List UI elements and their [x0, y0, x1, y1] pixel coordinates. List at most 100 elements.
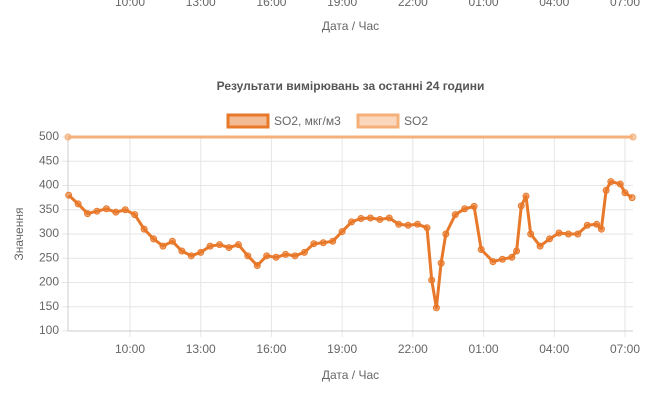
- data-point: [583, 221, 591, 229]
- x-tick-label: 19:00: [327, 342, 357, 356]
- x-tick-label: 19:00: [327, 0, 357, 9]
- data-point: [508, 253, 516, 261]
- data-point: [140, 225, 148, 233]
- data-point: [593, 220, 601, 228]
- data-point: [564, 230, 572, 238]
- data-point: [121, 206, 129, 214]
- data-point: [310, 240, 318, 248]
- data-point: [216, 241, 224, 249]
- legend-item: SO2: [356, 113, 428, 129]
- y-tick-label: 250: [39, 250, 59, 264]
- data-point: [555, 229, 563, 237]
- data-point: [404, 221, 412, 229]
- data-point: [234, 241, 242, 249]
- data-point: [621, 189, 629, 197]
- data-point: [131, 211, 139, 219]
- chart-title: Результати вимірювань за останні 24 годи…: [217, 79, 485, 93]
- data-point: [442, 230, 450, 238]
- x-tick-label: 16:00: [256, 342, 286, 356]
- data-point: [366, 214, 374, 222]
- legend-item: SO2, мкг/м3: [226, 113, 341, 129]
- y-tick-label: 150: [39, 299, 59, 313]
- data-point: [513, 247, 521, 255]
- y-axis-title: Значення: [12, 208, 26, 261]
- data-point: [395, 220, 403, 228]
- data-point: [477, 246, 485, 254]
- data-point: [65, 191, 73, 199]
- data-point: [385, 214, 393, 222]
- data-point: [253, 262, 261, 270]
- x-tick-label: 01:00: [469, 0, 499, 9]
- data-point: [470, 202, 478, 210]
- y-tick-label: 350: [39, 202, 59, 216]
- data-point: [574, 230, 582, 238]
- data-point: [150, 235, 158, 243]
- x-tick-label: 22:00: [398, 342, 428, 356]
- data-point: [178, 247, 186, 255]
- x-tick-label: 22:00: [398, 0, 428, 9]
- x-tick-label: 16:00: [256, 0, 286, 9]
- data-point: [225, 244, 233, 252]
- data-point: [602, 186, 610, 194]
- data-point: [102, 205, 110, 213]
- data-point: [423, 224, 431, 232]
- data-point: [628, 194, 636, 202]
- x-axis-title: Дата / Час: [322, 368, 379, 382]
- data-point: [93, 207, 101, 215]
- data-point: [546, 235, 554, 243]
- x-tick-label: 07:00: [610, 342, 640, 356]
- data-point: [197, 248, 205, 256]
- legend-swatch: [226, 113, 270, 129]
- data-point: [629, 133, 637, 141]
- data-point: [348, 218, 356, 226]
- data-point: [84, 210, 92, 218]
- data-point: [300, 248, 308, 256]
- x-tick-label: 13:00: [186, 342, 216, 356]
- data-point: [432, 304, 440, 312]
- x-tick-label: 10:00: [115, 342, 145, 356]
- y-tick-label: 200: [39, 275, 59, 289]
- y-tick-label: 450: [39, 153, 59, 167]
- y-tick-label: 400: [39, 178, 59, 192]
- data-point: [357, 214, 365, 222]
- data-point: [498, 255, 506, 263]
- data-point: [597, 225, 605, 233]
- legend-label: SO2: [404, 114, 428, 128]
- data-point: [282, 250, 290, 258]
- x-axis-title: Дата / Час: [322, 19, 379, 33]
- x-tick-label: 07:00: [610, 0, 640, 9]
- data-point: [187, 252, 195, 260]
- data-point: [272, 253, 280, 261]
- data-point: [338, 228, 346, 236]
- x-tick-label: 01:00: [469, 342, 499, 356]
- data-point: [263, 252, 271, 260]
- data-point: [536, 242, 544, 250]
- data-point: [451, 211, 459, 219]
- x-tick-label: 10:00: [115, 0, 145, 9]
- data-point: [489, 258, 497, 266]
- data-point: [437, 259, 445, 267]
- data-point: [517, 202, 525, 210]
- data-point: [607, 178, 615, 186]
- x-tick-label: 04:00: [539, 342, 569, 356]
- data-point: [291, 252, 299, 260]
- data-point: [319, 239, 327, 247]
- data-point: [527, 230, 535, 238]
- y-tick-label: 500: [39, 129, 59, 143]
- data-point: [168, 237, 176, 245]
- data-point: [461, 205, 469, 213]
- y-tick-label: 100: [39, 323, 59, 337]
- legend-swatch: [356, 113, 400, 129]
- x-tick-label: 13:00: [186, 0, 216, 9]
- legend-label: SO2, мкг/м3: [274, 114, 341, 128]
- data-point: [329, 237, 337, 245]
- data-point: [428, 276, 436, 284]
- data-point: [414, 220, 422, 228]
- series-line: [67, 180, 633, 310]
- data-point: [244, 252, 252, 260]
- data-point: [112, 208, 120, 216]
- data-point: [64, 133, 72, 141]
- data-point: [376, 215, 384, 223]
- data-point: [74, 200, 82, 208]
